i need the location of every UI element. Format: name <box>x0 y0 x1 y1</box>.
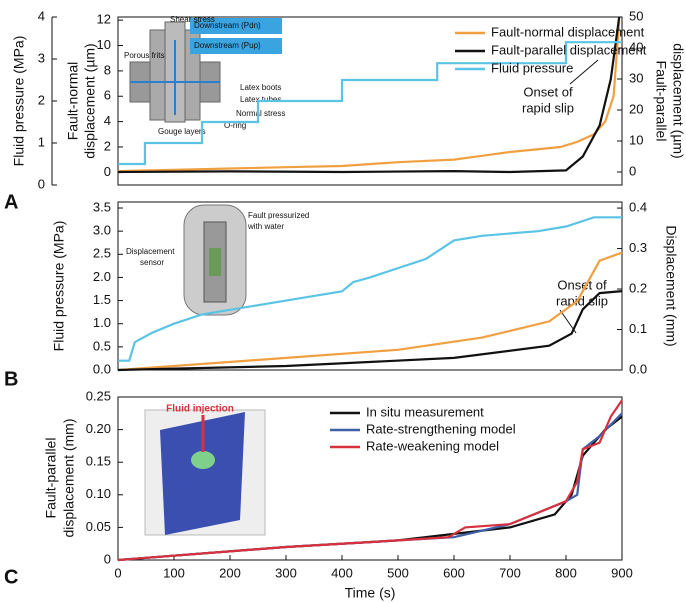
legend-label: Rate-strengthening model <box>366 421 516 436</box>
y-tick-label: 6 <box>104 88 111 103</box>
y-tick-label: 3 <box>38 50 45 65</box>
legend-label: Fault-normal displacement <box>491 24 645 39</box>
y-tick-label: 1.0 <box>93 315 111 330</box>
annotation-arrow <box>569 59 599 85</box>
inset-label: Latex tubes <box>240 95 281 104</box>
data-line <box>117 251 623 372</box>
legend-label: In situ measurement <box>366 404 484 419</box>
axis-title: Fault-parallel <box>653 61 669 142</box>
y-tick-label: 0.25 <box>86 388 111 403</box>
inset-label: Displacement <box>126 247 175 256</box>
inset-model <box>144 409 266 536</box>
axis-title: displacement (µm) <box>82 43 98 158</box>
x-tick-label: 400 <box>331 565 353 580</box>
y-tick-label: 10 <box>97 37 111 52</box>
x-tick-label: 100 <box>163 565 185 580</box>
axis-title: Displacement (mm) <box>663 225 679 346</box>
y-tick-label: 0.3 <box>629 240 647 255</box>
panel-label: C <box>4 566 18 588</box>
y-tick-label: 2 <box>104 138 111 153</box>
inset-label: O-ring <box>224 121 246 130</box>
inset-label: sensor <box>140 258 164 267</box>
y-tick-label: 0.2 <box>629 280 647 295</box>
inset-label: Porous frits <box>124 51 164 60</box>
inset-label: Fault pressurized <box>248 211 309 220</box>
y-tick-label: 0.4 <box>629 200 647 215</box>
y-tick-label: 20 <box>629 101 643 116</box>
data-line <box>118 216 622 362</box>
annotation: rapid slip <box>556 293 608 308</box>
y-tick-label: 0.05 <box>86 519 111 534</box>
axis-title: Time (s) <box>345 585 396 601</box>
y-tick-label: 1.5 <box>93 292 111 307</box>
y-tick-label: 3.5 <box>93 199 111 214</box>
x-tick-label: 200 <box>219 565 241 580</box>
axis-title: displacement (mm) <box>61 418 77 537</box>
inset-label: Downstream (Pdn) <box>194 21 261 30</box>
annotation: Onset of <box>557 277 607 292</box>
y-tick-label: 2.0 <box>93 269 111 284</box>
y-tick-label: 10 <box>629 132 643 147</box>
inset-label: with water <box>247 222 284 231</box>
y-tick-label: 0.0 <box>629 361 647 376</box>
inset-label: Downstream (Pup) <box>194 41 261 50</box>
y-tick-label: 0 <box>104 551 111 566</box>
y-tick-label: 0.20 <box>86 421 111 436</box>
x-tick-label: 300 <box>275 565 297 580</box>
inset-label: Shear stress <box>170 15 215 24</box>
y-tick-label: 8 <box>104 62 111 77</box>
legend-label: Fault-parallel displacement <box>491 42 647 57</box>
annotation: Onset of <box>523 84 573 99</box>
y-tick-label: 0.10 <box>86 486 111 501</box>
y-tick-label: 0.5 <box>93 338 111 353</box>
x-tick-label: 800 <box>555 565 577 580</box>
x-tick-label: 900 <box>611 565 633 580</box>
y-tick-label: 2.5 <box>93 246 111 261</box>
y-tick-label: 1 <box>38 134 45 149</box>
inset-label: Normal stress <box>236 109 285 118</box>
legend-label: Fluid pressure <box>491 60 573 75</box>
inset-borehole <box>183 204 247 316</box>
y-tick-label: 0 <box>629 163 636 178</box>
inset-label: Fluid injection <box>166 404 234 415</box>
panel-label: A <box>4 191 18 213</box>
y-tick-label: 4 <box>38 8 45 23</box>
y-tick-label: 0.15 <box>86 454 111 469</box>
panel-label: B <box>4 368 18 390</box>
y-tick-label: 4 <box>104 113 111 128</box>
y-tick-label: 3.0 <box>93 223 111 238</box>
y-tick-label: 0.0 <box>93 361 111 376</box>
y-tick-label: 12 <box>97 12 111 27</box>
x-tick-label: 500 <box>387 565 409 580</box>
inset-apparatus <box>129 18 282 123</box>
axis-title: Fault-parallel <box>43 438 59 519</box>
plot-frame <box>117 396 623 561</box>
data-line <box>117 16 621 174</box>
y-tick-label: 0.1 <box>629 321 647 336</box>
y-tick-label: 0 <box>104 164 111 179</box>
x-tick-label: 700 <box>499 565 521 580</box>
legend-label: Rate-weakening model <box>366 438 499 453</box>
x-tick-label: 600 <box>443 565 465 580</box>
y-tick-label: 50 <box>629 8 643 23</box>
y-tick-label: 0 <box>38 176 45 191</box>
axis-title: Fluid pressure (MPa) <box>51 221 67 352</box>
inset-label: Gouge layers <box>158 127 206 136</box>
data-line <box>117 20 621 173</box>
data-line <box>117 290 623 372</box>
inset-label: Latex boots <box>240 83 281 92</box>
annotation: rapid slip <box>522 100 574 115</box>
data-line <box>117 399 623 562</box>
x-tick-label: 0 <box>114 565 121 580</box>
axis-title: Fluid pressure (MPa) <box>11 36 27 167</box>
plot-frame <box>117 201 623 371</box>
plot-frame <box>117 16 623 186</box>
y-tick-label: 30 <box>629 70 643 85</box>
y-tick-label: 40 <box>629 39 643 54</box>
axis-title: Fault-normal <box>65 62 81 141</box>
data-line <box>118 41 622 166</box>
axis-title: displacement (µm) <box>670 43 686 158</box>
y-tick-label: 2 <box>38 92 45 107</box>
